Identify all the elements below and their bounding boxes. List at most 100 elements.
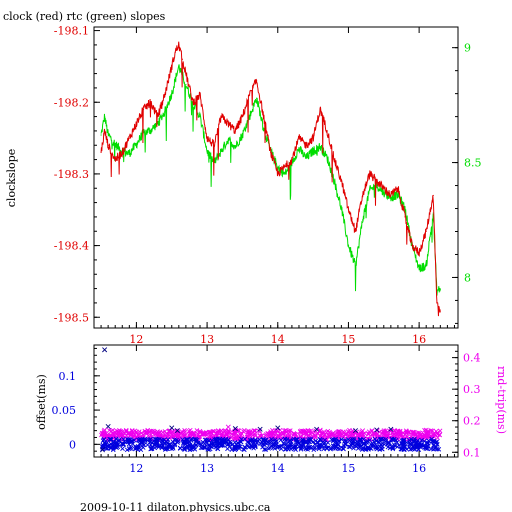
offset-band-point (210, 440, 216, 446)
rnd-trip-data-point (395, 429, 401, 435)
offset-band-point (317, 437, 323, 442)
rnd-trip-band-point (110, 430, 116, 436)
offset-band-point (148, 436, 154, 442)
rnd-trip-band-point (106, 428, 112, 433)
clock-data-point (411, 244, 413, 247)
offset-band-point (121, 436, 126, 442)
rtc-data-point (164, 111, 166, 113)
offset-y-tick-label: 0.1 (59, 370, 77, 383)
offset-band-point (142, 438, 148, 444)
offset-data-point (174, 428, 180, 434)
rnd-trip-band-point (273, 430, 279, 436)
chart-title: clock (red) rtc (green) slopes (3, 10, 166, 23)
rnd-trip-data-point (317, 427, 323, 433)
clock-data-point (128, 137, 130, 139)
rnd-trip-data-point (102, 427, 108, 433)
clock-data-point (114, 158, 116, 161)
rnd-trip-band-point (374, 432, 380, 437)
offset-band-point (272, 446, 278, 451)
offset-band-point (303, 440, 309, 445)
offset-band-point (374, 438, 379, 443)
clock-data-point (340, 180, 342, 182)
offset-band-point (431, 443, 436, 448)
rnd-trip-band-point (370, 430, 376, 436)
rnd-trip-y-tick-label: 0.1 (463, 446, 481, 459)
offset-band-point (361, 436, 366, 442)
clock-data-point (263, 115, 265, 118)
rnd-trip-band-point (392, 427, 397, 433)
rnd-trip-band-point (336, 428, 342, 434)
offset-band-point (189, 436, 194, 442)
rnd-trip-band-point (170, 433, 176, 439)
offset-band-point (260, 444, 265, 450)
rnd-trip-data-point (225, 424, 231, 430)
rtc-data-point (347, 244, 350, 246)
offset-band-point (274, 439, 279, 444)
offset-band-point (287, 438, 293, 444)
clock-data-point (291, 158, 293, 161)
clock-data-point (248, 94, 251, 96)
rnd-trip-band-point (393, 433, 398, 438)
slope-y2-tick-label: 9 (464, 42, 471, 55)
offset-band-point (401, 447, 407, 452)
slope-x-tick-label: 12 (129, 333, 143, 346)
clock-data-point (312, 137, 314, 139)
offset-band-point (133, 445, 139, 451)
clock-data-point (171, 65, 173, 68)
offset-band-point (385, 440, 391, 446)
rnd-trip-band-point (437, 428, 443, 434)
offset-band-point (337, 446, 342, 452)
rnd-trip-band-point (366, 431, 372, 437)
clock-data-point (213, 144, 215, 146)
rnd-trip-band-point (330, 431, 336, 436)
rnd-trip-band-point (382, 431, 388, 436)
rnd-trip-band-point (303, 432, 309, 438)
offset-band-point (139, 443, 145, 449)
offset-band-point (137, 437, 143, 442)
clock-data-point (354, 230, 357, 232)
offset-band-point (181, 438, 187, 443)
clock-data-point (404, 216, 406, 218)
offset-band-point (436, 446, 442, 452)
slope-y-tick-label: -198.2 (54, 96, 89, 109)
offset-band-point (233, 444, 239, 450)
rtc-data-point (305, 157, 307, 159)
offset-band-point (342, 438, 347, 444)
rtc-data-point (248, 116, 251, 118)
offset-band-point (235, 440, 241, 446)
rnd-trip-band-point (124, 428, 129, 433)
offset-band-point (108, 437, 113, 443)
offset-band-point (242, 444, 247, 450)
rnd-trip-band-point (162, 429, 168, 434)
clock-data-point (418, 252, 420, 254)
rtc-data-point (418, 267, 420, 269)
offset-band-point (261, 438, 266, 444)
rtc-data-point (340, 207, 342, 210)
slope-x-tick-label: 13 (200, 333, 214, 346)
rnd-trip-band-point (150, 430, 156, 436)
rnd-trip-band-point (356, 432, 361, 438)
rtc-data-point (241, 134, 244, 136)
clock-data-point (227, 123, 229, 125)
rnd-trip-band-point (344, 431, 349, 437)
offset-band-point (313, 438, 319, 444)
offset-band-point (128, 438, 134, 444)
clock-data-point (361, 194, 364, 197)
offset-band-point (177, 446, 183, 451)
rnd-trip-band-point (169, 430, 175, 435)
rtc-data-point (319, 145, 321, 148)
rnd-trip-band-point (292, 431, 298, 437)
offset-band-point (126, 446, 132, 452)
rnd-trip-data-point (155, 429, 161, 435)
offset-band-point (159, 437, 165, 443)
offset-band-point (185, 437, 190, 442)
slope-x-tick-label: 14 (271, 333, 285, 346)
rnd-trip-band-point (433, 428, 439, 434)
offset-band-point (273, 439, 278, 444)
rnd-trip-band-point (321, 429, 327, 435)
offset-band-point (269, 439, 275, 444)
clock-data-point (432, 194, 434, 197)
clock-data-point (164, 94, 166, 96)
slope-x-tick-label: 16 (412, 333, 426, 346)
rnd-trip-band-point (319, 431, 324, 437)
